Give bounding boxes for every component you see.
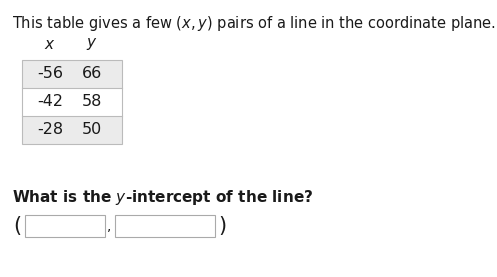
Text: -42: -42 <box>37 94 63 109</box>
Bar <box>22 116 122 144</box>
Text: ,: , <box>107 219 111 233</box>
Text: ): ) <box>218 216 226 236</box>
Bar <box>22 60 122 144</box>
Bar <box>115 215 215 237</box>
Text: $x$: $x$ <box>44 37 56 52</box>
Text: -28: -28 <box>37 122 63 137</box>
Text: 66: 66 <box>82 66 102 81</box>
Bar <box>22 60 122 88</box>
Text: (: ( <box>13 216 21 236</box>
Text: $y$: $y$ <box>86 36 98 52</box>
Text: 58: 58 <box>82 94 102 109</box>
Text: What is the $y$-intercept of the line?: What is the $y$-intercept of the line? <box>12 188 313 207</box>
Text: -56: -56 <box>37 66 63 81</box>
Text: This table gives a few $(x, y)$ pairs of a line in the coordinate plane.: This table gives a few $(x, y)$ pairs of… <box>12 14 496 33</box>
Text: 50: 50 <box>82 122 102 137</box>
Bar <box>22 88 122 116</box>
Bar <box>25 215 105 237</box>
